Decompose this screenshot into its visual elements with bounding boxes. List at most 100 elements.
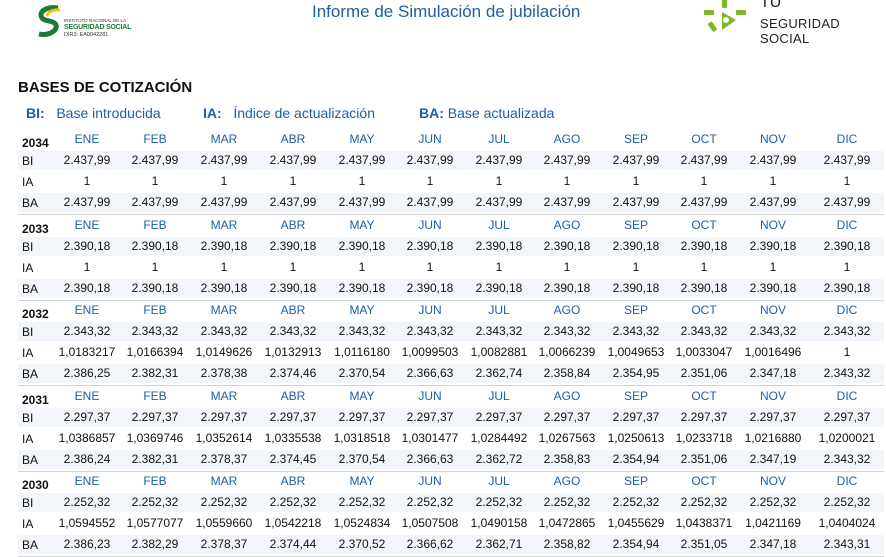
table-cell-bi: 2.297,37 [338, 410, 386, 424]
month-header: SEP [623, 303, 648, 317]
table-cell-ia: 1,0559660 [195, 516, 253, 530]
table-cell-bi: 2.390,18 [406, 239, 454, 253]
table-row-ia: IA 1,0594552 1,0577077 1,0559660 1,0542218 1,… [18, 514, 884, 533]
table-cell-ia: 1,0250613 [607, 431, 665, 445]
table-cell-bi: 2.390,18 [475, 239, 523, 253]
table-cell-ba: 2.437,99 [338, 195, 386, 209]
month-header: JUN [418, 303, 442, 317]
table-cell-ia: 1,0216880 [744, 431, 802, 445]
month-header: OCT [691, 132, 717, 146]
table-cell-ia: 1 [151, 174, 159, 188]
table-row-ba: BA 2.386,24 2.382,31 2.378,37 2.374,45 2.370,… [18, 450, 884, 469]
table-cell-ia: 1,0166394 [126, 345, 184, 359]
table-row-ba: BA 2.390,18 2.390,18 2.390,18 2.390,18 2.390,… [18, 279, 884, 298]
table-row-bi: BI 2.343,32 2.343,32 2.343,32 2.343,32 2.343,… [18, 322, 884, 341]
row-label: BA [22, 196, 39, 210]
report-header: INSTITUTO NACIONAL DE LA SEGURIDAD SOCIA… [0, 0, 886, 46]
table-cell-ia: 1,0404024 [818, 516, 876, 530]
month-header: MAR [210, 132, 238, 146]
year-block-2031: 2031 ENE FEB MAR ABR MAY JUN JUL AGO SEP OCT NOV DIC… [18, 387, 884, 472]
table-cell-bi: 2.390,18 [543, 239, 591, 253]
table-cell-ia: 1 [563, 174, 571, 188]
table-cell-ia: 1 [495, 174, 503, 188]
table-cell-ba: 2.347,18 [749, 537, 797, 551]
table-cell-ia: 1,0386857 [58, 431, 116, 445]
month-header: NOV [759, 218, 786, 232]
table-row-ba: BA 2.386,25 2.382,31 2.378,38 2.374,46 2.370,… [18, 364, 884, 383]
table-row-ba: BA 2.437,99 2.437,99 2.437,99 2.437,99 2.437,… [18, 193, 884, 212]
table-cell-bi: 2.437,99 [680, 153, 728, 167]
table-cell-ba: 2.351,06 [680, 366, 728, 380]
month-header: AGO [553, 389, 581, 403]
month-header: DIC [836, 218, 858, 232]
table-cell-ba: 2.351,06 [680, 452, 728, 466]
table-row-ia: IA 1,0183217 1,0166394 1,0149626 1,0132913 1,… [18, 343, 884, 362]
table-cell-ba: 2.390,18 [612, 281, 660, 295]
table-cell-ba: 2.370,54 [338, 452, 386, 466]
table-cell-ba: 2.343,32 [823, 452, 871, 466]
table-cell-ba: 2.354,94 [612, 452, 660, 466]
tu-ss-star-icon [704, 0, 746, 32]
month-header: FEB [143, 474, 167, 488]
table-cell-ia: 1,0472865 [538, 516, 596, 530]
table-cell-bi: 2.390,18 [131, 239, 179, 253]
month-header: SEP [623, 132, 648, 146]
table-cell-bi: 2.343,32 [269, 324, 317, 338]
month-header-row: 2031 ENE FEB MAR ABR MAY JUN JUL AGO SEP OCT NOV DIC [18, 389, 884, 408]
month-header: ENE [74, 389, 100, 403]
table-cell-ia: 1,0369746 [126, 431, 184, 445]
table-cell-ba: 2.390,18 [475, 281, 523, 295]
inss-org-name-main: SEGURIDAD SOCIAL [64, 24, 132, 31]
table-cell-bi: 2.437,99 [475, 153, 523, 167]
block-divider [18, 300, 884, 301]
table-cell-ia: 1,0149626 [195, 345, 253, 359]
table-cell-ia: 1,0200021 [818, 431, 876, 445]
year-block-2030: 2030 ENE FEB MAR ABR MAY JUN JUL AGO SEP OCT NOV DIC… [18, 472, 884, 557]
month-header: MAR [210, 389, 238, 403]
table-cell-bi: 2.343,32 [475, 324, 523, 338]
month-header: MAY [349, 389, 375, 403]
row-label: BI [22, 240, 34, 254]
table-cell-bi: 2.297,37 [200, 410, 248, 424]
table-cell-ia: 1,0233718 [675, 431, 733, 445]
month-header: JUL [488, 474, 510, 488]
month-header: FEB [143, 389, 167, 403]
block-divider [18, 385, 884, 386]
table-row-ia: IA 1,0386857 1,0369746 1,0352614 1,0335538 1,… [18, 429, 884, 448]
table-cell-ba: 2.390,18 [63, 281, 111, 295]
row-label: IA [22, 517, 34, 531]
table-cell-ba: 2.437,99 [543, 195, 591, 209]
table-cell-bi: 2.390,18 [338, 239, 386, 253]
table-cell-ba: 2.358,82 [543, 537, 591, 551]
table-cell-bi: 2.437,99 [131, 153, 179, 167]
month-header: MAY [349, 218, 375, 232]
legend-text: Base introducida [56, 105, 161, 121]
month-header: JUN [418, 474, 442, 488]
month-header: MAY [349, 474, 375, 488]
table-cell-ia: 1 [289, 260, 297, 274]
month-header: SEP [623, 474, 648, 488]
month-header: JUN [418, 132, 442, 146]
table-cell-ba: 2.390,18 [131, 281, 179, 295]
table-cell-bi: 2.437,99 [269, 153, 317, 167]
month-header-row: 2030 ENE FEB MAR ABR MAY JUN JUL AGO SEP OCT NOV DIC [18, 474, 884, 493]
table-cell-ia: 1,0082881 [470, 345, 528, 359]
row-label: IA [22, 175, 34, 189]
table-cell-ia: 1 [700, 174, 708, 188]
table-cell-ia: 1 [220, 260, 228, 274]
table-cell-ia: 1 [495, 260, 503, 274]
table-cell-ia: 1,0116180 [334, 345, 390, 359]
tu-seguridad-social-logo: TU SEGURIDAD SOCIAL [700, 0, 886, 46]
table-cell-bi: 2.343,32 [63, 324, 111, 338]
row-label: BI [22, 325, 34, 339]
table-cell-ba: 2.437,99 [131, 195, 179, 209]
table-cell-ia: 1 [632, 174, 640, 188]
table-cell-ba: 2.366,63 [406, 452, 454, 466]
month-header: AGO [553, 132, 581, 146]
row-label: BI [22, 154, 34, 168]
table-cell-bi: 2.343,32 [338, 324, 386, 338]
table-cell-bi: 2.252,32 [63, 495, 111, 509]
table-cell-ba: 2.386,25 [63, 366, 111, 380]
table-cell-ba: 2.390,18 [269, 281, 317, 295]
table-cell-ia: 1,0542218 [264, 516, 322, 530]
